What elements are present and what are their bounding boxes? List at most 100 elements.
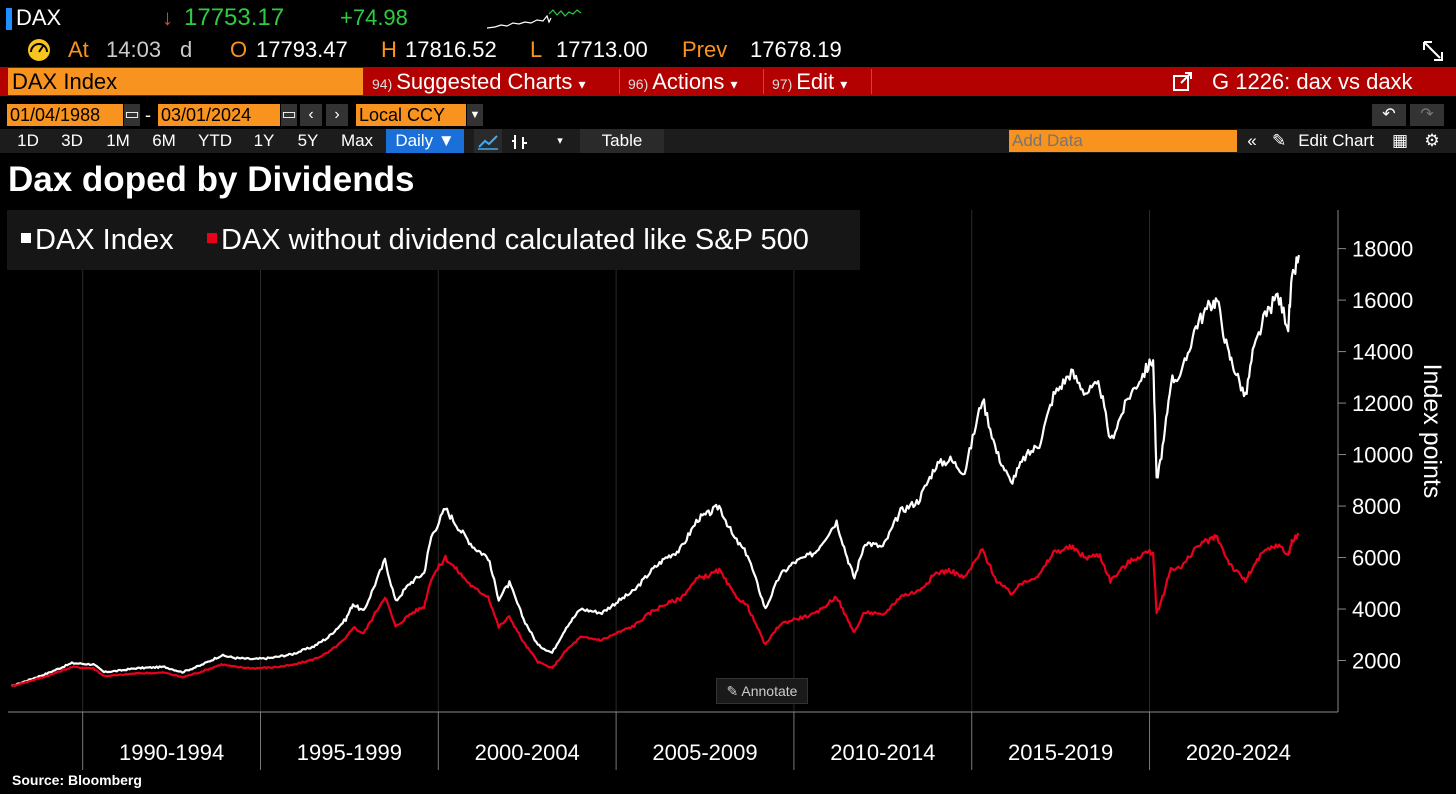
net-change: +74.98 [340, 5, 408, 30]
open-value: 17793.47 [256, 37, 348, 62]
legend-swatch-dax [21, 233, 31, 244]
high-label: H [381, 37, 397, 62]
y-tick-label: 16000 [1352, 288, 1413, 313]
period-1d[interactable]: 1D [17, 131, 39, 150]
delay-flag: d [180, 37, 193, 62]
at-label: At [68, 37, 89, 62]
chart-id: G 1226: dax vs daxk [1212, 69, 1413, 94]
x-axis: 1990-1994 1995-1999 2000-2004 2005-2009 2010… [8, 711, 1338, 770]
actions-menu[interactable]: 96) Actions ▾ [628, 67, 738, 96]
y-tick-label: 6000 [1352, 546, 1401, 571]
legend: DAX Index DAX without dividend calculate… [7, 210, 860, 270]
menu-bar: DAX Index 94) Suggested Charts ▾ 96) Actio… [0, 67, 1456, 96]
source-note: Source: Bloomberg [12, 772, 142, 788]
period-3d[interactable]: 3D [61, 131, 83, 150]
chart-type-dropdown-icon[interactable]: ▾ [557, 135, 563, 147]
x-tick-label: 2010-2014 [830, 740, 935, 765]
open-label: O [230, 37, 248, 62]
line-chart-icon[interactable] [474, 129, 502, 153]
y-tick-label: 2000 [1352, 649, 1401, 674]
calendar-icon[interactable]: ▭ [124, 104, 140, 126]
chart-title: Dax doped by Dividends [8, 160, 415, 199]
export-icon[interactable] [1172, 72, 1194, 92]
caret-down-icon[interactable]: ▼ [467, 104, 483, 126]
prev-period-icon[interactable]: ‹ [300, 104, 322, 126]
calendar-icon[interactable]: ▭ [281, 104, 297, 126]
actions-label: Actions [652, 69, 725, 94]
quote-time: 14:03 [106, 37, 162, 62]
period-ytd[interactable]: YTD [198, 131, 232, 150]
period-max[interactable]: Max [340, 131, 374, 150]
redo-icon[interactable]: ↷ [1410, 104, 1444, 126]
x-tick-label: 1995-1999 [297, 740, 402, 765]
x-tick-label: 2000-2004 [475, 740, 580, 765]
undo-icon[interactable]: ↶ [1372, 104, 1406, 126]
chart-settings-icon[interactable]: ▦ [1391, 131, 1409, 150]
y-tick-label: 14000 [1352, 340, 1413, 365]
down-arrow-icon: ↓ [162, 5, 173, 30]
legend-item-dax: DAX Index [21, 224, 174, 256]
last-price: 17753.17 [184, 4, 285, 31]
date-dash: - [145, 105, 151, 125]
divider [763, 69, 764, 94]
start-date-field[interactable]: 01/04/1988 [7, 104, 123, 126]
bar-chart-icon[interactable] [506, 129, 534, 153]
caret-down-icon: ▾ [578, 76, 586, 92]
chart: 2000 4000 6000 8000 10000 12000 14000 16000 1800… [8, 210, 1446, 770]
y-axis: 2000 4000 6000 8000 10000 12000 14000 16000 1800… [1337, 210, 1413, 712]
suggested-num: 94) [372, 76, 393, 92]
period-1y[interactable]: 1Y [253, 131, 275, 150]
edit-num: 97) [772, 76, 793, 92]
period-6m[interactable]: 6M [152, 131, 176, 150]
caret-down-icon: ▾ [730, 76, 738, 92]
toolbar: 1D 3D 1M 6M YTD 1Y 5Y Max Daily ▼ ▾ Tabl… [0, 129, 1456, 153]
ticker: DAX [16, 5, 62, 30]
edit-menu[interactable]: 97) Edit ▾ [772, 67, 847, 96]
add-data-input[interactable] [1009, 130, 1237, 152]
high-value: 17816.52 [405, 37, 497, 62]
date-range-row: 01/04/1988 ▭ - 03/01/2024 ▭ ‹ › Local CC… [0, 104, 1456, 128]
series-group [10, 254, 1300, 688]
edit-label: Edit [796, 69, 835, 94]
security-marker [6, 8, 12, 30]
series-line-dax-ex-div [10, 532, 1300, 688]
divider [619, 69, 620, 94]
annotate-button[interactable]: ✎ Annotate [716, 678, 808, 704]
legend-swatch-dax-ex-div [207, 233, 217, 244]
pencil-icon: ✎ [726, 683, 739, 699]
annotate-label: Annotate [741, 683, 798, 699]
divider [871, 69, 872, 94]
caret-down-icon: ▾ [840, 76, 848, 92]
x-tick-label: 2015-2019 [1008, 740, 1113, 765]
edit-chart-button[interactable]: Edit Chart [1298, 131, 1374, 150]
y-tick-label: 12000 [1352, 391, 1413, 416]
table-button[interactable]: Table [580, 129, 664, 153]
currency-select[interactable]: Local CCY [356, 104, 466, 126]
low-value: 17713.00 [556, 37, 648, 62]
y-axis-label: Index points [1418, 364, 1446, 499]
end-date-field[interactable]: 03/01/2024 [158, 104, 280, 126]
period-5y[interactable]: 5Y [297, 131, 319, 150]
resize-icon[interactable] [1420, 38, 1446, 64]
y-tick-label: 18000 [1352, 237, 1413, 262]
suggested-charts-menu[interactable]: 94) Suggested Charts ▾ [372, 67, 586, 96]
gauge-icon[interactable] [26, 38, 52, 62]
pencil-icon: ✎ [1272, 131, 1287, 150]
x-tick-label: 1990-1994 [119, 740, 224, 765]
grid [82, 210, 1151, 712]
prev-value: 17678.19 [750, 37, 842, 62]
series-line-dax [11, 254, 1300, 687]
y-tick-label: 4000 [1352, 597, 1401, 622]
frequency-select[interactable]: Daily ▼ [386, 129, 464, 153]
suggested-label: Suggested Charts [396, 69, 573, 94]
sparkline [487, 9, 582, 29]
security-field[interactable]: DAX Index [8, 68, 363, 95]
legend-label-dax-ex-div: DAX without dividend calculated like S&P… [221, 224, 809, 256]
period-1m[interactable]: 1M [106, 131, 130, 150]
gear-icon[interactable]: ⚙ [1424, 131, 1440, 150]
legend-label-dax: DAX Index [35, 224, 174, 256]
x-tick-label: 2005-2009 [652, 740, 757, 765]
next-period-icon[interactable]: › [326, 104, 348, 126]
x-tick-label: 2020-2024 [1186, 740, 1291, 765]
collapse-icon[interactable]: « [1247, 131, 1257, 150]
